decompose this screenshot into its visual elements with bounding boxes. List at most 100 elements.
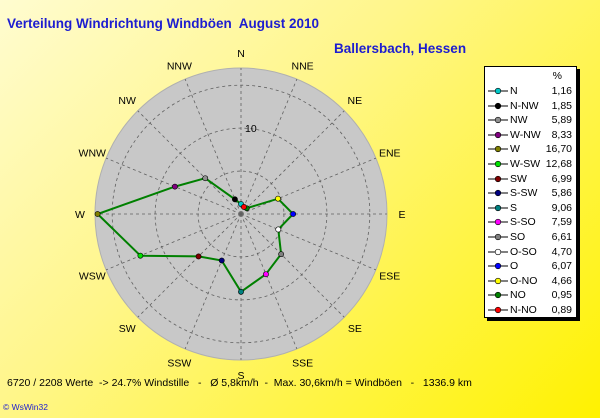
grid-spoke	[240, 157, 377, 215]
legend-item: NO 0,95	[485, 288, 578, 303]
legend-marker-icon	[488, 87, 508, 95]
legend-marker-icon	[488, 146, 508, 153]
legend-item: S 9,06	[485, 201, 578, 216]
legend-marker-icon	[488, 219, 508, 226]
data-point-s	[238, 288, 244, 295]
legend-item: N-NO 0,89	[485, 303, 578, 318]
legend-value: 4,70	[551, 245, 572, 258]
legend-value: 1,85	[551, 99, 572, 112]
legend-marker-icon	[488, 263, 508, 270]
data-point-so	[278, 251, 285, 258]
legend-marker-icon	[488, 102, 508, 109]
legend-value: 1,16	[551, 85, 572, 97]
legend-value: 12,68	[545, 158, 572, 170]
compass-label-ne: NE	[348, 95, 363, 107]
compass-label-ese: ESE	[379, 271, 400, 283]
legend-label: N	[510, 85, 518, 97]
legend: % N 1,16 N-NW 1,85 NW 5,89 W-NW 8,33 W 16,70 W-SW 1…	[484, 66, 577, 318]
stats-footer: 6720 / 2208 Werte -> 24.7% Windstille - …	[7, 377, 472, 389]
legend-label: W	[510, 143, 520, 156]
legend-item: O 6,07	[485, 259, 578, 274]
legend-item: W-SW 12,68	[485, 157, 578, 172]
legend-value: 8,33	[551, 128, 572, 141]
compass-label-s: S	[237, 370, 244, 382]
legend-label: SO	[510, 231, 526, 243]
legend-value: 7,59	[551, 216, 572, 229]
data-point-o	[290, 211, 297, 217]
legend-label: O	[510, 260, 519, 273]
data-point-w-sw	[137, 252, 144, 259]
data-point-o-no	[275, 195, 281, 202]
legend-marker-icon	[488, 233, 508, 241]
grid-spoke	[137, 213, 242, 318]
legend-label: NW	[510, 114, 528, 127]
data-point-w	[94, 211, 101, 217]
legend-marker-icon	[488, 292, 508, 299]
grid-spoke	[137, 110, 242, 215]
legend-item: W 16,70	[485, 142, 578, 157]
legend-value: 6,07	[551, 260, 572, 273]
legend-label: SW	[510, 172, 527, 185]
legend-label: S-SW	[510, 187, 538, 200]
grid-spoke	[240, 213, 345, 318]
compass-label-e: E	[398, 209, 405, 221]
legend-item: S-SO 7,59	[485, 215, 578, 230]
legend-item: N-NW 1,85	[485, 99, 578, 114]
legend-value: 5,86	[551, 187, 572, 200]
legend-label: W-NW	[510, 128, 541, 141]
legend-label: N-NO	[510, 304, 537, 316]
grid-spoke	[240, 213, 377, 271]
legend-marker-icon	[488, 175, 508, 182]
compass-label-w: W	[75, 209, 85, 221]
legend-item: N 1,16	[485, 84, 578, 99]
chart-title: Verteilung Windrichtung Windböen August …	[7, 16, 320, 31]
legend-value: 4,66	[551, 274, 572, 287]
grid-spoke	[240, 213, 298, 350]
legend-marker-icon	[488, 277, 508, 284]
legend-label: O-SO	[510, 245, 537, 258]
data-point-n-no	[241, 204, 247, 210]
legend-item: SO 6,61	[485, 230, 578, 245]
grid-spoke	[184, 78, 242, 215]
legend-marker-icon	[488, 190, 508, 197]
legend-label: W-SW	[510, 158, 541, 170]
data-point-n-nw	[232, 196, 238, 203]
legend-marker-icon	[488, 204, 508, 211]
data-point-nw	[202, 175, 209, 182]
compass-label-ene: ENE	[379, 147, 401, 159]
legend-value: 9,06	[551, 201, 572, 214]
compass-label-sse: SSE	[292, 358, 313, 370]
legend-marker-icon	[488, 131, 508, 138]
legend-value: 6,99	[551, 172, 572, 185]
legend-value: 0,89	[551, 304, 572, 316]
compass-label-n: N	[237, 48, 245, 60]
grid-spoke	[240, 110, 345, 215]
grid-spoke	[105, 213, 242, 271]
compass-label-sw: SW	[119, 323, 136, 335]
data-point-sw	[195, 253, 202, 260]
data-point-s-sw	[218, 257, 225, 264]
compass-label-wsw: WSW	[79, 271, 106, 283]
legend-marker-icon	[488, 160, 508, 168]
software-credit: © WsWin32	[3, 402, 48, 412]
legend-marker-icon	[488, 117, 508, 124]
legend-label: NO	[510, 289, 526, 302]
legend-value: 0,95	[551, 289, 572, 302]
data-point-s-so	[263, 271, 269, 278]
legend-label: S-SO	[510, 216, 536, 229]
ring-label: 10	[245, 123, 257, 135]
legend-label: O-NO	[510, 274, 538, 287]
legend-item: SW 6,99	[485, 172, 578, 187]
grid-spoke	[184, 213, 242, 350]
legend-label: S	[510, 201, 518, 214]
legend-value: 16,70	[545, 143, 572, 156]
location-label: Ballersbach, Hessen	[334, 41, 467, 56]
legend-label: N-NW	[510, 99, 539, 112]
compass-label-wnw: WNW	[79, 147, 106, 159]
legend-value: 6,61	[551, 231, 572, 243]
legend-item: O-NO 4,66	[485, 274, 578, 289]
grid-spoke	[240, 78, 298, 215]
legend-value: 5,89	[551, 114, 572, 127]
legend-item: O-SO 4,70	[485, 245, 578, 260]
